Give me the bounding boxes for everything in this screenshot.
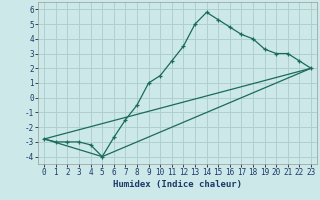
- X-axis label: Humidex (Indice chaleur): Humidex (Indice chaleur): [113, 180, 242, 189]
